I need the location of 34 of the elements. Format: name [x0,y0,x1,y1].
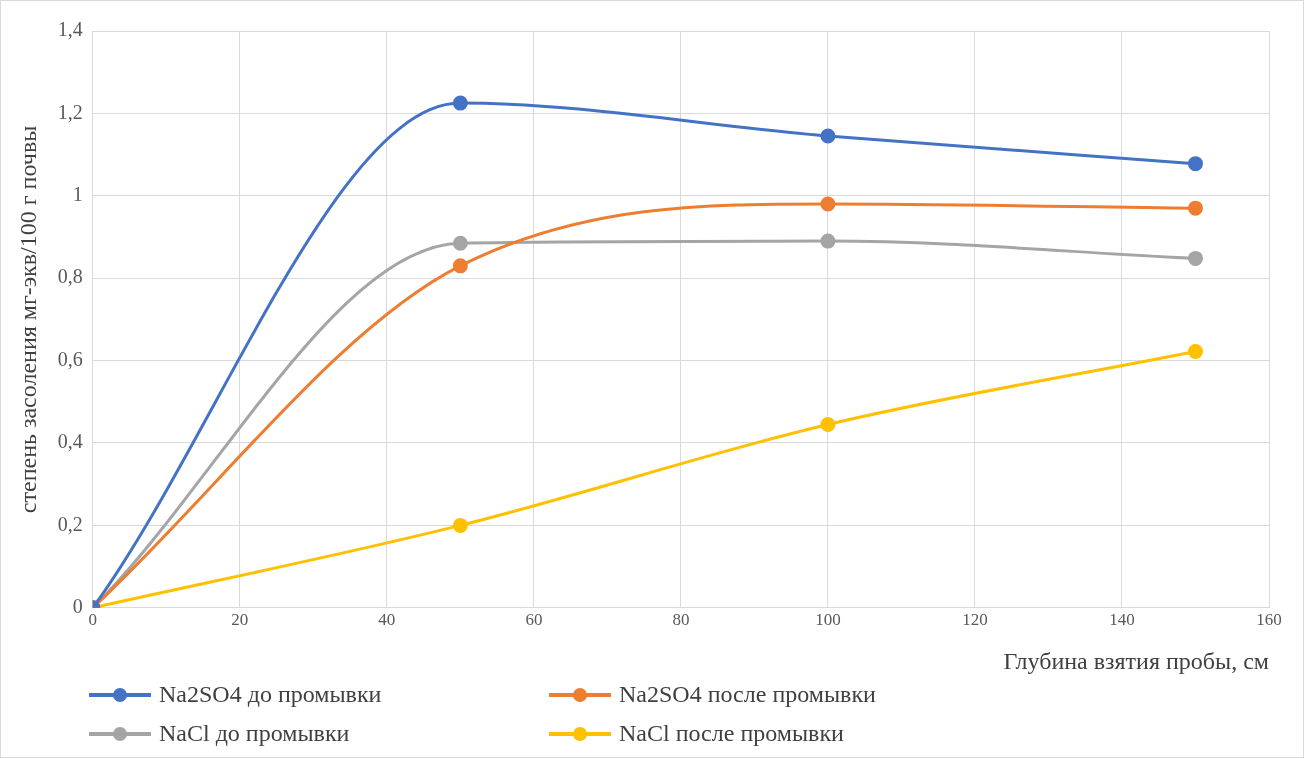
y-tick-label: 0,4 [57,430,83,453]
legend-label: NaCl до промывки [159,720,350,747]
x-tick-label: 140 [1109,610,1135,630]
x-tick-label: 120 [962,610,988,630]
y-axis-title: степень засоления мг-экв/100 г почвы [14,125,41,514]
x-tick-label: 20 [231,610,249,630]
y-tick-label: 0,8 [57,265,83,288]
x-tick-label: 160 [1256,610,1282,630]
point [1187,250,1203,266]
y-tick-label: 0,2 [57,512,83,535]
point [452,95,468,111]
point [820,416,836,432]
point [452,235,468,251]
point [1187,344,1203,360]
x-tick-label: 0 [88,610,98,630]
point [820,233,836,249]
point [1187,200,1203,216]
x-tick-label: 60 [525,610,543,630]
legend-label: Na2SO4 после промывки [619,681,876,708]
x-tick-label: 40 [378,610,396,630]
y-tick-label: 1 [72,183,83,206]
point [1187,156,1203,172]
y-tick-label: 0,6 [57,347,83,370]
point [452,258,468,274]
y-tick-label: 1,4 [57,18,83,41]
point [452,517,468,533]
x-tick-label: 100 [815,610,841,630]
y-tick-label: 1,2 [57,100,83,123]
x-tick-label: 80 [672,610,690,630]
legend-label: Na2SO4 до промывки [159,681,382,708]
x-axis-title: Глубина взятия пробы, см [1003,647,1269,674]
point [820,196,836,212]
point [820,128,836,144]
legend-label: NaCl после промывки [619,720,844,747]
